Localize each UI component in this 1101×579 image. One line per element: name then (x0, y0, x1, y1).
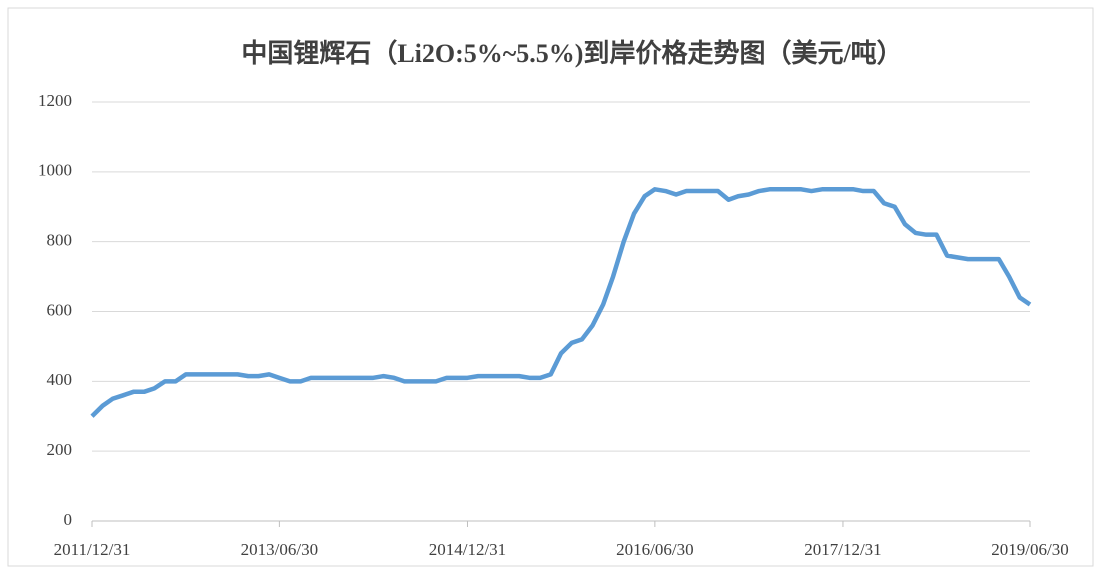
x-tick-label: 2019/06/30 (991, 540, 1068, 559)
chart-title: 中国锂辉石（Li2O:5%~5.5%)到岸价格走势图（美元/吨） (241, 38, 902, 68)
y-tick-label: 1200 (38, 91, 72, 110)
x-tick-label: 2011/12/31 (54, 540, 131, 559)
y-tick-label: 200 (47, 440, 73, 459)
y-tick-label: 800 (47, 231, 73, 250)
y-tick-label: 400 (47, 370, 73, 389)
x-tick-label: 2017/12/31 (804, 540, 881, 559)
y-tick-label: 1000 (38, 161, 72, 180)
x-tick-label: 2014/12/31 (429, 540, 506, 559)
x-tick-label: 2013/06/30 (241, 540, 318, 559)
data-line (90, 187, 1032, 418)
y-tick-label: 0 (64, 510, 73, 529)
chart-frame (7, 7, 1094, 567)
y-tick-label: 600 (47, 300, 73, 319)
x-tick-label: 2016/06/30 (616, 540, 693, 559)
